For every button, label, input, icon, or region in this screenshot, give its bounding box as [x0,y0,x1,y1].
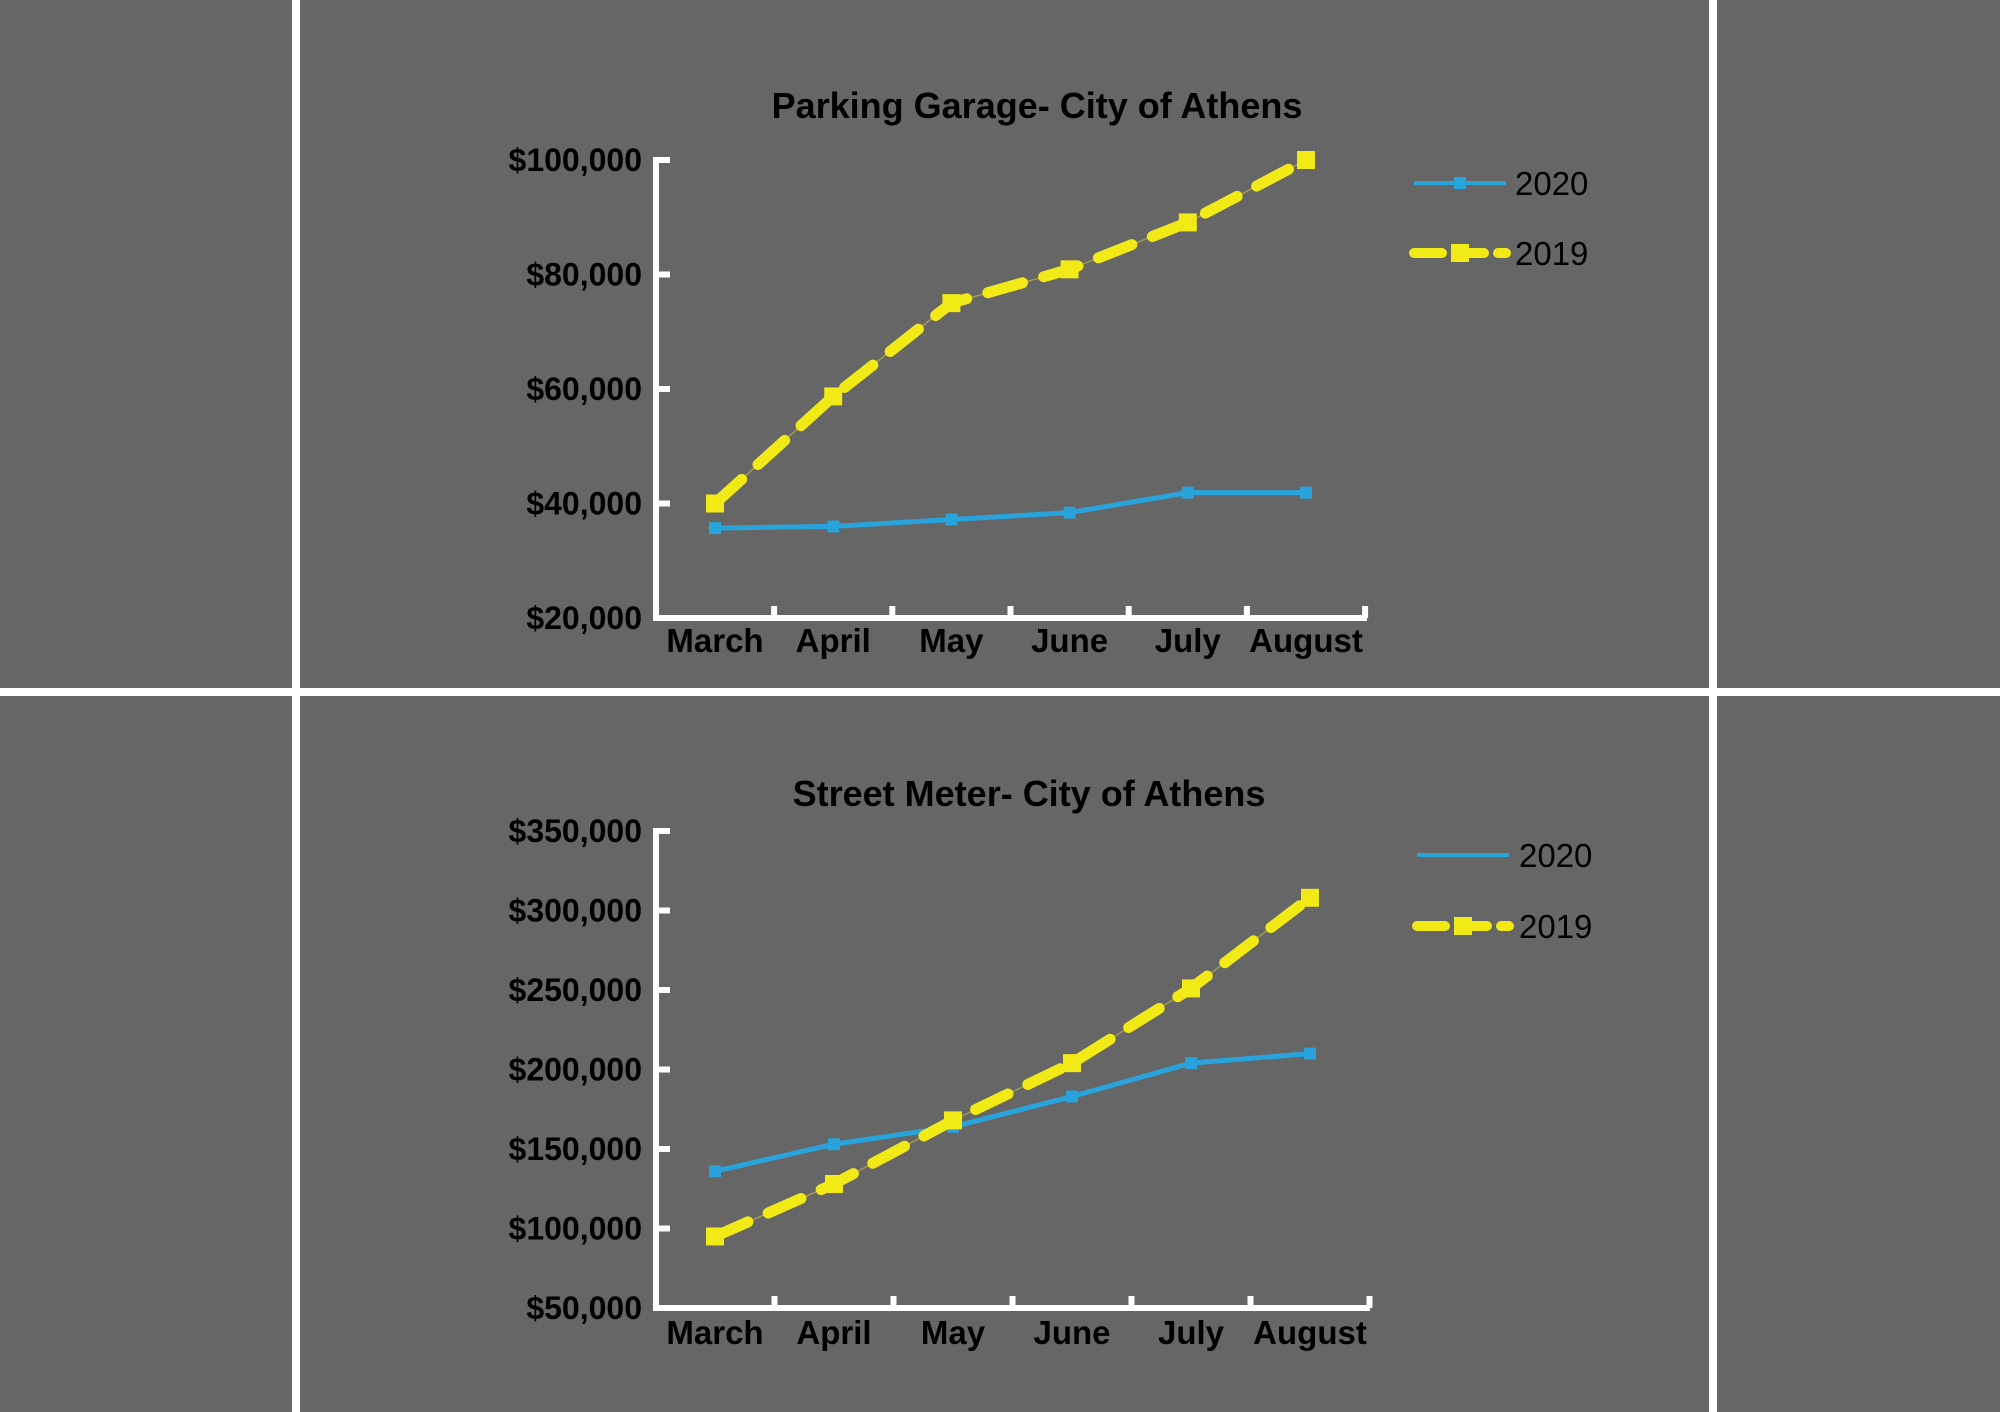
y-tick-label: $200,000 [509,1052,642,1088]
data-point-2020-march [709,522,721,535]
x-tick-label: April [796,1314,871,1351]
data-point-2020-july [1185,1057,1197,1070]
series-line-2020 [714,490,1306,531]
legend-label-2019: 2019 [1519,908,1592,945]
chart-0: $20,000 $40,000 $60,000 $80,000 $100,000 Marc… [509,142,1589,659]
legend-label-2020: 2020 [1515,165,1588,202]
legend-item-2020: 2020 [1417,837,1592,874]
y-tick-label: $60,000 [526,371,642,407]
chart-title-street: Street Meter- City of Athens [793,773,1266,814]
data-point-2019-july [1182,979,1200,998]
y-tick-label: $150,000 [509,1131,642,1167]
data-point-2020-august [1304,1047,1316,1060]
x-tick-label: April [796,622,871,659]
x-tick-label: March [666,1314,763,1351]
legend-marker-2019 [1451,244,1469,262]
x-tick-label: March [666,622,763,659]
legend-item-2020: 2020 [1414,165,1588,202]
data-point-2019-may [942,294,961,313]
y-tick-label: $40,000 [526,486,642,522]
y-tick-label: $80,000 [526,257,642,293]
x-tick-label: May [921,1314,986,1351]
data-point-2020-april [828,1138,840,1151]
series-line-2019 [709,154,1312,509]
data-point-2019-april [824,387,843,406]
x-tick-label: August [1253,1314,1367,1351]
y-tick-label: $100,000 [509,1211,642,1247]
x-tick-label: July [1158,1314,1225,1351]
legend-item-2019: 2019 [1409,235,1588,272]
legend-item-2019: 2019 [1412,908,1592,945]
data-point-2019-august [1297,151,1315,169]
series-line-2019 [709,892,1316,1242]
chart-1: $50,000 $100,000 $150,000 $200,000 $250,000 $… [509,813,1593,1351]
legend-label-2020: 2020 [1519,837,1592,874]
legend-marker-2020 [1454,177,1466,189]
x-tick-label: June [1033,1314,1110,1351]
legend-label-2019: 2019 [1515,235,1588,272]
data-point-2020-april [827,520,840,533]
data-point-2019-march [706,1227,724,1246]
data-point-2019-june [1060,260,1079,279]
data-point-2020-march [709,1165,721,1178]
y-tick-label: $100,000 [509,142,642,178]
y-tick-label: $250,000 [509,972,642,1008]
x-tick-label: June [1031,622,1108,659]
data-point-2019-march [706,494,724,513]
data-point-2020-august [1300,486,1312,499]
data-point-2020-july [1181,486,1194,499]
legend-marker-2019 [1454,917,1472,935]
x-tick-label: August [1249,622,1363,659]
data-point-2020-june [1063,506,1076,519]
y-tick-label: $300,000 [509,893,642,929]
series-line-2020 [714,1051,1311,1174]
data-point-2019-may [944,1111,962,1130]
data-point-2019-august [1301,888,1319,907]
data-point-2020-may [945,513,958,526]
data-point-2020-june [1066,1090,1078,1103]
chart-title-parking: Parking Garage- City of Athens [772,85,1303,126]
y-tick-label: $50,000 [526,1290,642,1326]
data-point-2019-july [1178,213,1197,232]
y-tick-label: $350,000 [509,813,642,849]
data-point-2019-june [1063,1054,1081,1073]
x-tick-label: May [919,622,984,659]
data-point-2019-april [825,1174,843,1193]
x-tick-label: July [1155,622,1222,659]
y-tick-label: $20,000 [526,600,642,636]
